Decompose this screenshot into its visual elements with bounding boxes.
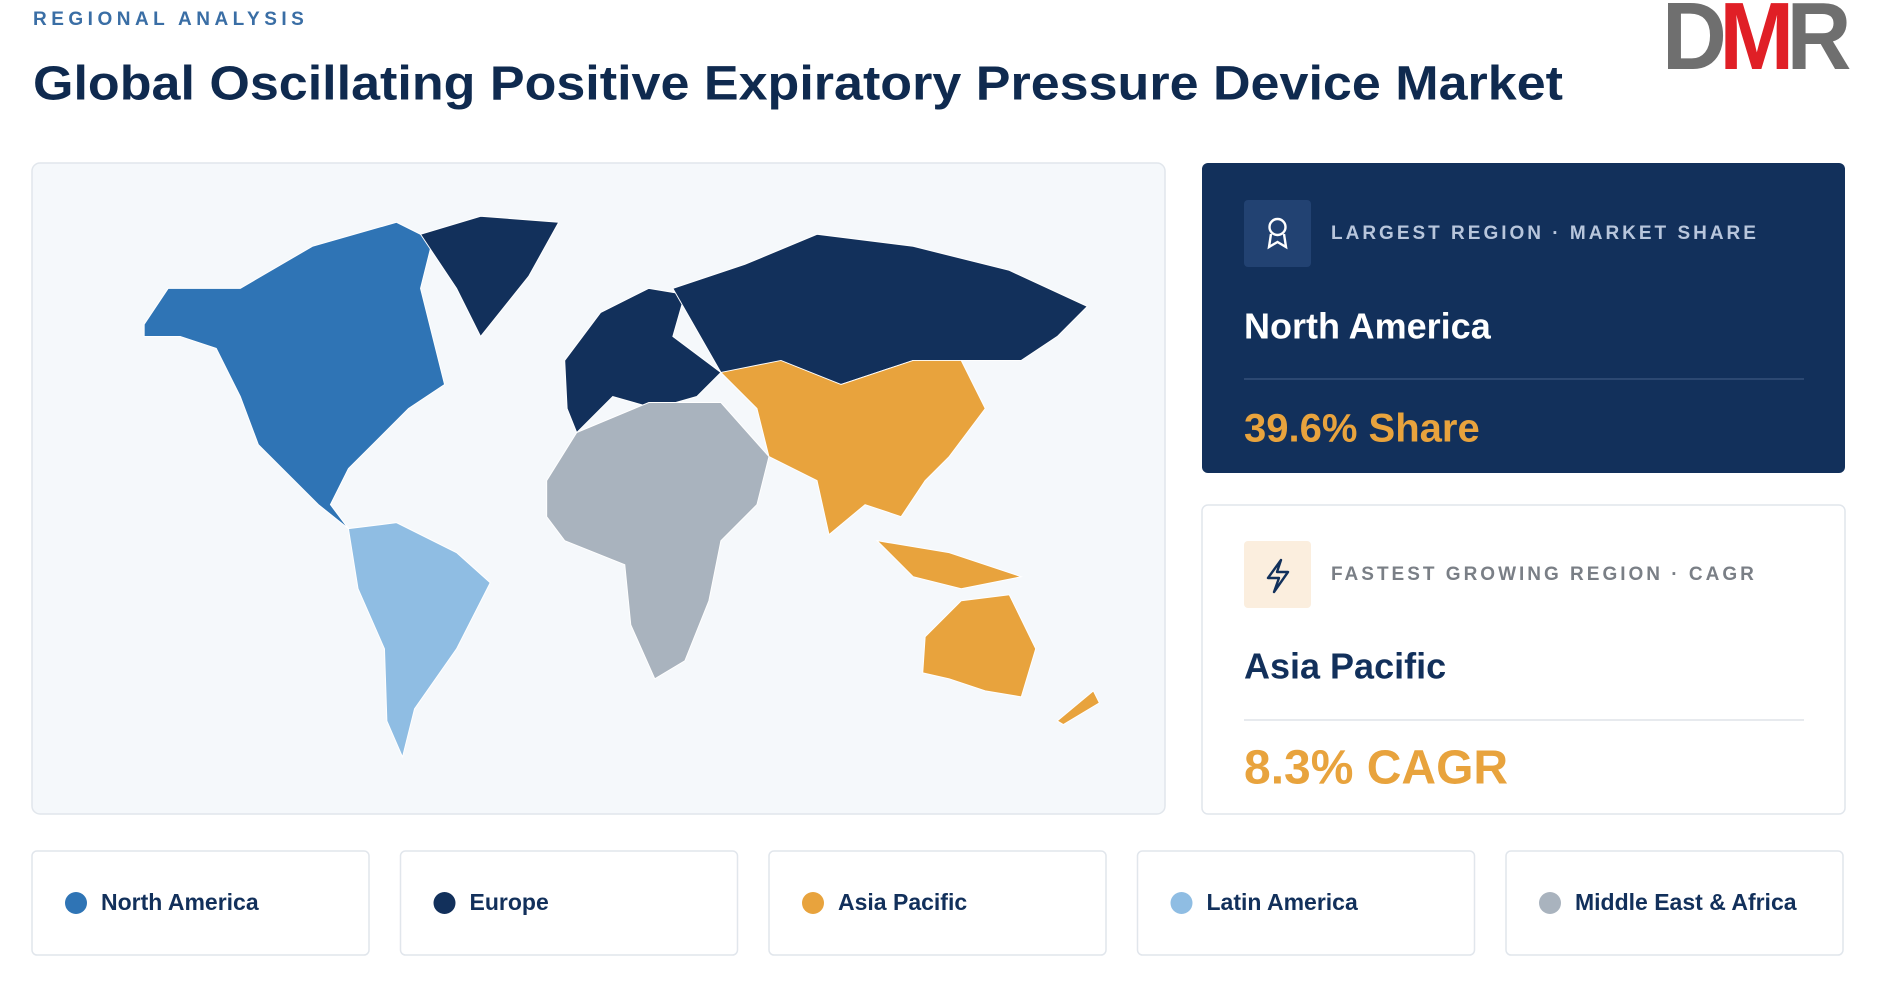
greenland xyxy=(419,215,560,338)
largest-region-card xyxy=(1202,163,1845,473)
north-america xyxy=(143,221,446,530)
legend: North America Europe Asia Pacific Latin Ame… xyxy=(31,850,1844,956)
legend-item xyxy=(768,850,1107,956)
legend-dot xyxy=(802,892,824,914)
europe xyxy=(564,287,722,434)
new-zealand xyxy=(1056,690,1101,726)
fastest-region-card xyxy=(1201,504,1846,815)
southeast-asia xyxy=(875,539,1024,590)
legend-label: Europe xyxy=(470,889,549,915)
icon-box xyxy=(1244,200,1311,267)
card-region: North America xyxy=(1244,306,1492,347)
australia xyxy=(922,594,1037,698)
asia xyxy=(719,359,986,536)
card-label: LARGEST REGION · MARKET SHARE xyxy=(1331,223,1759,244)
legend-dot xyxy=(1539,892,1561,914)
legend-item xyxy=(1136,850,1476,956)
card-value: 39.6% Share xyxy=(1244,407,1480,451)
middle-east-africa xyxy=(546,402,770,680)
logo: DMR xyxy=(1662,0,1850,90)
legend-item xyxy=(31,850,370,956)
latin-america xyxy=(347,522,491,759)
eyebrow: REGIONAL ANALYSIS xyxy=(33,9,308,30)
legend-label: Asia Pacific xyxy=(838,889,967,915)
legend-label: Latin America xyxy=(1207,889,1358,915)
legend-label: North America xyxy=(101,889,259,915)
card-label: FASTEST GROWING REGION · CAGR xyxy=(1331,564,1757,585)
page-title: Global Oscillating Positive Expiratory P… xyxy=(33,58,1563,111)
legend-dot xyxy=(65,892,87,914)
legend-item xyxy=(1505,850,1844,956)
legend-label: Middle East & Africa xyxy=(1575,889,1797,915)
card-region: Asia Pacific xyxy=(1244,646,1446,687)
bolt-icon xyxy=(1266,558,1290,594)
icon-box xyxy=(1244,541,1311,608)
world-map xyxy=(143,215,1101,759)
card-value: 8.3% CAGR xyxy=(1244,742,1508,795)
legend-dot xyxy=(433,892,456,914)
legend-item xyxy=(399,850,739,956)
legend-dot xyxy=(1170,892,1193,914)
award-icon xyxy=(1267,217,1288,250)
